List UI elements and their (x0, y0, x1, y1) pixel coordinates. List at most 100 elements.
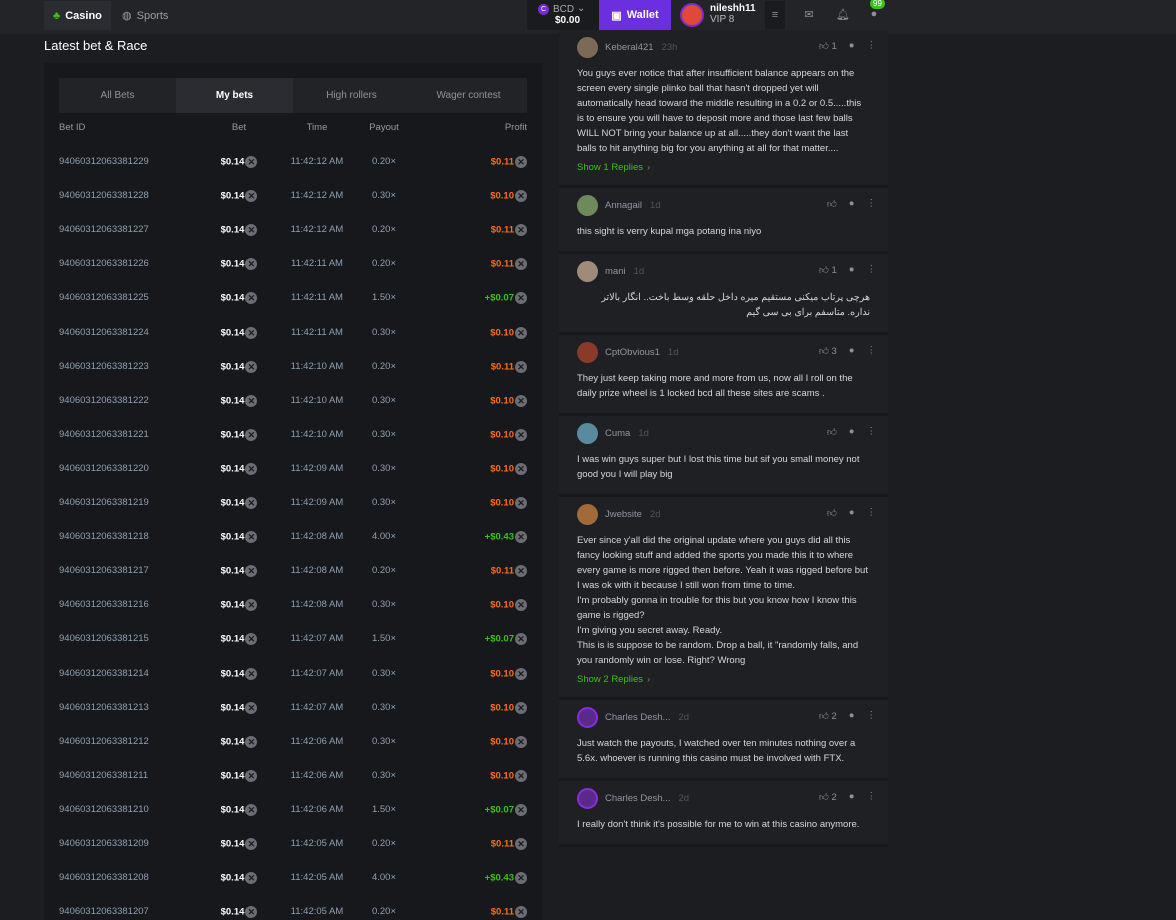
more-options-icon[interactable]: ⋮ (866, 426, 877, 437)
show-replies-link[interactable]: Show 1 Replies › (577, 162, 651, 173)
reply-icon[interactable]: ● (848, 791, 855, 802)
like-button[interactable]: 👍︎ (826, 427, 837, 438)
bet-id[interactable]: 94060312063381212 (59, 735, 149, 747)
table-row[interactable]: 94060312063381225 $0.14 ✕ 11:42:11 AM 1.50× +… (59, 292, 527, 306)
table-row[interactable]: 94060312063381223 $0.14 ✕ 11:42:10 AM 0.20× $… (59, 360, 527, 375)
table-row[interactable]: 94060312063381228 $0.14 ✕ 11:42:12 AM 0.30× $… (59, 190, 527, 204)
reply-icon[interactable]: ● (848, 198, 855, 209)
table-row[interactable]: 94060312063381209 $0.14 ✕ 11:42:05 AM 0.20× $… (59, 838, 527, 852)
more-options-icon[interactable]: ⋮ (866, 507, 877, 518)
tab-high-rollers[interactable]: High rollers (326, 90, 377, 101)
like-button[interactable]: 👍︎ 2 (818, 792, 837, 803)
bet-id[interactable]: 94060312063381226 (59, 258, 149, 270)
table-row[interactable]: 94060312063381221 $0.14 ✕ 11:42:10 AM 0.30× $… (59, 428, 527, 443)
avatar[interactable] (577, 36, 598, 58)
bet-id[interactable]: 94060312063381220 (59, 462, 149, 474)
bet-id[interactable]: 94060312063381216 (59, 599, 149, 611)
table-row[interactable]: 94060312063381212 $0.14 ✕ 11:42:06 AM 0.30× $… (59, 735, 527, 750)
table-row[interactable]: 94060312063381217 $0.14 ✕ 11:42:08 AM 0.20× $… (59, 565, 527, 579)
table-row[interactable]: 94060312063381211 $0.14 ✕ 11:42:06 AM 0.30× $… (59, 769, 527, 784)
table-row[interactable]: 94060312063381215 $0.14 ✕ 11:42:07 AM 1.50× +… (59, 633, 527, 647)
bet-id[interactable]: 94060312063381209 (59, 838, 149, 849)
like-button[interactable]: 👍︎ (826, 199, 837, 210)
avatar[interactable] (577, 341, 598, 363)
more-options-icon[interactable]: ⋮ (866, 345, 877, 356)
show-replies-link[interactable]: Show 2 Replies › (577, 674, 651, 685)
table-row[interactable]: 94060312063381226 $0.14 ✕ 11:42:11 AM 0.20× $… (59, 258, 527, 272)
reply-icon[interactable]: ● (848, 345, 855, 356)
reply-icon[interactable]: ● (848, 264, 855, 275)
comment-author[interactable]: Annagail (605, 199, 642, 211)
like-button[interactable]: 👍︎ 1 (818, 41, 837, 52)
more-options-icon[interactable]: ⋮ (866, 791, 877, 802)
bet-id[interactable]: 94060312063381223 (59, 360, 149, 372)
like-button[interactable]: 👍︎ 1 (818, 265, 837, 276)
bet-id[interactable]: 94060312063381224 (59, 326, 149, 338)
comment-author[interactable]: CptObvious1 (605, 346, 660, 358)
table-row[interactable]: 94060312063381210 $0.14 ✕ 11:42:06 AM 1.50× +… (59, 803, 527, 818)
like-button[interactable]: 👍︎ 3 (818, 346, 837, 357)
comment-author[interactable]: Jwebsite (605, 508, 642, 520)
like-button[interactable]: 👍︎ 2 (818, 711, 837, 722)
reply-icon[interactable]: ● (848, 426, 855, 437)
table-row[interactable]: 94060312063381224 $0.14 ✕ 11:42:11 AM 0.30× $… (59, 326, 527, 341)
bet-id[interactable]: 94060312063381214 (59, 667, 149, 679)
table-row[interactable]: 94060312063381218 $0.14 ✕ 11:42:08 AM 4.00× +… (59, 531, 527, 545)
bet-id[interactable]: 94060312063381215 (59, 633, 149, 645)
comment-author[interactable]: Charles Desh... (605, 792, 671, 804)
like-button[interactable]: 👍︎ (826, 508, 837, 519)
tab-wager-contest[interactable]: Wager contest (436, 90, 501, 101)
bet-id[interactable]: 94060312063381222 (59, 394, 149, 406)
table-row[interactable]: 94060312063381222 $0.14 ✕ 11:42:10 AM 0.30× $… (59, 394, 527, 409)
tab-all-bets[interactable]: All Bets (100, 90, 135, 101)
reply-icon[interactable]: ● (848, 40, 855, 51)
avatar[interactable] (577, 422, 598, 444)
reply-icon[interactable]: ● (848, 507, 855, 518)
bet-id[interactable]: 94060312063381227 (59, 224, 149, 236)
avatar[interactable] (577, 706, 598, 728)
bet-id[interactable]: 94060312063381229 (59, 156, 149, 167)
more-options-icon[interactable]: ⋮ (866, 198, 877, 209)
avatar[interactable] (577, 194, 598, 216)
bet-id[interactable]: 94060312063381207 (59, 906, 149, 918)
table-row[interactable]: 94060312063381220 $0.14 ✕ 11:42:09 AM 0.30× $… (59, 462, 527, 477)
bet-id[interactable]: 94060312063381219 (59, 497, 149, 508)
bet-id[interactable]: 94060312063381210 (59, 803, 149, 815)
comment-author[interactable]: Keberal421 (605, 41, 654, 53)
table-row[interactable]: 94060312063381219 $0.14 ✕ 11:42:09 AM 0.30× $… (59, 497, 527, 511)
tab-my-bets[interactable]: My bets (176, 78, 293, 113)
table-row[interactable]: 94060312063381214 $0.14 ✕ 11:42:07 AM 0.30× $… (59, 667, 527, 682)
reply-icon[interactable]: ● (848, 710, 855, 721)
tab-casino[interactable]: ♣ Casino (44, 1, 111, 30)
table-row[interactable]: 94060312063381216 $0.14 ✕ 11:42:08 AM 0.30× $… (59, 599, 527, 613)
user-profile[interactable]: nileshh11 VIP 8 (680, 3, 756, 27)
more-options-icon[interactable]: ⋮ (866, 264, 877, 275)
avatar[interactable] (577, 787, 598, 809)
comment-author[interactable]: Cuma (605, 427, 631, 439)
bet-id[interactable]: 94060312063381221 (59, 428, 149, 440)
wallet-button[interactable]: ▣ Wallet (599, 0, 671, 30)
bet-id[interactable]: 94060312063381211 (59, 769, 149, 781)
table-row[interactable]: 94060312063381229 $0.14 ✕ 11:42:12 AM 0.20× $… (59, 156, 527, 170)
bet-id[interactable]: 94060312063381225 (59, 292, 149, 304)
chat-icon[interactable]: ● (870, 8, 878, 20)
avatar[interactable] (577, 503, 598, 525)
bet-id[interactable]: 94060312063381217 (59, 565, 149, 577)
tab-sports[interactable]: ◍ Sports (122, 9, 169, 23)
comment-author[interactable]: Charles Desh... (605, 711, 671, 723)
table-row[interactable]: 94060312063381213 $0.14 ✕ 11:42:07 AM 0.30× $… (59, 701, 527, 716)
table-row[interactable]: 94060312063381208 $0.14 ✕ 11:42:05 AM 4.00× +… (59, 872, 527, 886)
bell-icon[interactable]: 🔔︎ (836, 9, 850, 21)
bet-id[interactable]: 94060312063381228 (59, 190, 149, 202)
bet-id[interactable]: 94060312063381213 (59, 701, 149, 713)
bet-id[interactable]: 94060312063381218 (59, 531, 149, 543)
avatar[interactable] (577, 260, 598, 282)
table-row[interactable]: 94060312063381207 $0.14 ✕ 11:42:05 AM 0.20× $… (59, 906, 527, 920)
more-options-icon[interactable]: ⋮ (866, 40, 877, 51)
more-options-icon[interactable]: ⋮ (866, 710, 877, 721)
comment-author[interactable]: mani (605, 265, 626, 277)
table-row[interactable]: 94060312063381227 $0.14 ✕ 11:42:12 AM 0.20× $… (59, 224, 527, 238)
mail-icon[interactable]: ✉ (804, 9, 814, 21)
bet-id[interactable]: 94060312063381208 (59, 872, 149, 884)
menu-button[interactable]: ≡ (765, 1, 785, 29)
